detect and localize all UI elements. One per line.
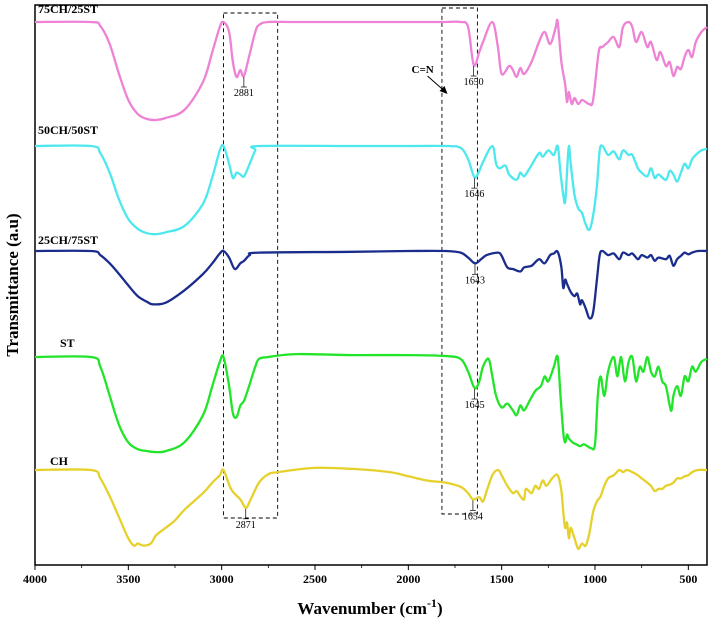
plot-frame <box>34 4 708 566</box>
series-line-75ch-25st <box>34 18 708 122</box>
series-label-75ch-25st: 75CH/25ST <box>38 2 98 16</box>
x-tick-label-500: 500 <box>679 572 697 586</box>
series-line-ch <box>34 466 708 550</box>
x-tick-label-1500: 1500 <box>490 572 514 586</box>
cn-bond-label: C=N <box>412 64 434 76</box>
x-axis-title: Wavenumber (cm-1) <box>297 596 442 618</box>
peak-label-1643: 1643 <box>465 275 485 286</box>
peak-label-1654: 1654 <box>463 511 483 522</box>
x-axis-title-close: ) <box>437 599 443 618</box>
peak-label-1646: 1646 <box>464 189 484 200</box>
peak-label-2871: 2871 <box>236 520 256 531</box>
peak-label-1645: 1645 <box>465 400 485 411</box>
series-line-st <box>34 352 708 454</box>
x-tick-label-3500: 3500 <box>116 572 140 586</box>
y-axis-title: Transmittance (a.u) <box>3 213 22 356</box>
series-line-25ch-75st <box>34 249 708 320</box>
x-axis-ticks: 4000 3500 3000 2500 2000 1500 1000 500 <box>23 565 697 586</box>
x-tick-label-1000: 1000 <box>583 572 607 586</box>
x-tick-label-3000: 3000 <box>210 572 234 586</box>
series-label-50ch-50st: 50CH/50ST <box>38 123 98 137</box>
series-label-25ch-75st: 25CH/75ST <box>38 233 98 247</box>
highlight-layer <box>223 7 478 519</box>
x-axis-title-main: Wavenumber (cm <box>297 599 427 618</box>
peak-label-1650: 1650 <box>464 77 484 88</box>
series-layer <box>34 18 708 550</box>
series-line-50ch-50st <box>34 143 708 236</box>
peak-label-2881: 2881 <box>234 88 254 99</box>
series-label-st: ST <box>60 336 75 350</box>
x-tick-label-2000: 2000 <box>396 572 420 586</box>
annotation-layer: 2881 1650 1646 1643 1645 2871 1654 C=N <box>234 64 485 531</box>
x-tick-label-4000: 4000 <box>23 572 47 586</box>
x-axis-title-superscript: -1 <box>427 596 437 610</box>
series-label-layer: 75CH/25ST 50CH/50ST 25CH/75ST ST CH <box>38 2 98 468</box>
cn-arrow-head <box>439 86 448 94</box>
x-tick-label-2500: 2500 <box>303 572 327 586</box>
series-label-ch: CH <box>50 454 69 468</box>
